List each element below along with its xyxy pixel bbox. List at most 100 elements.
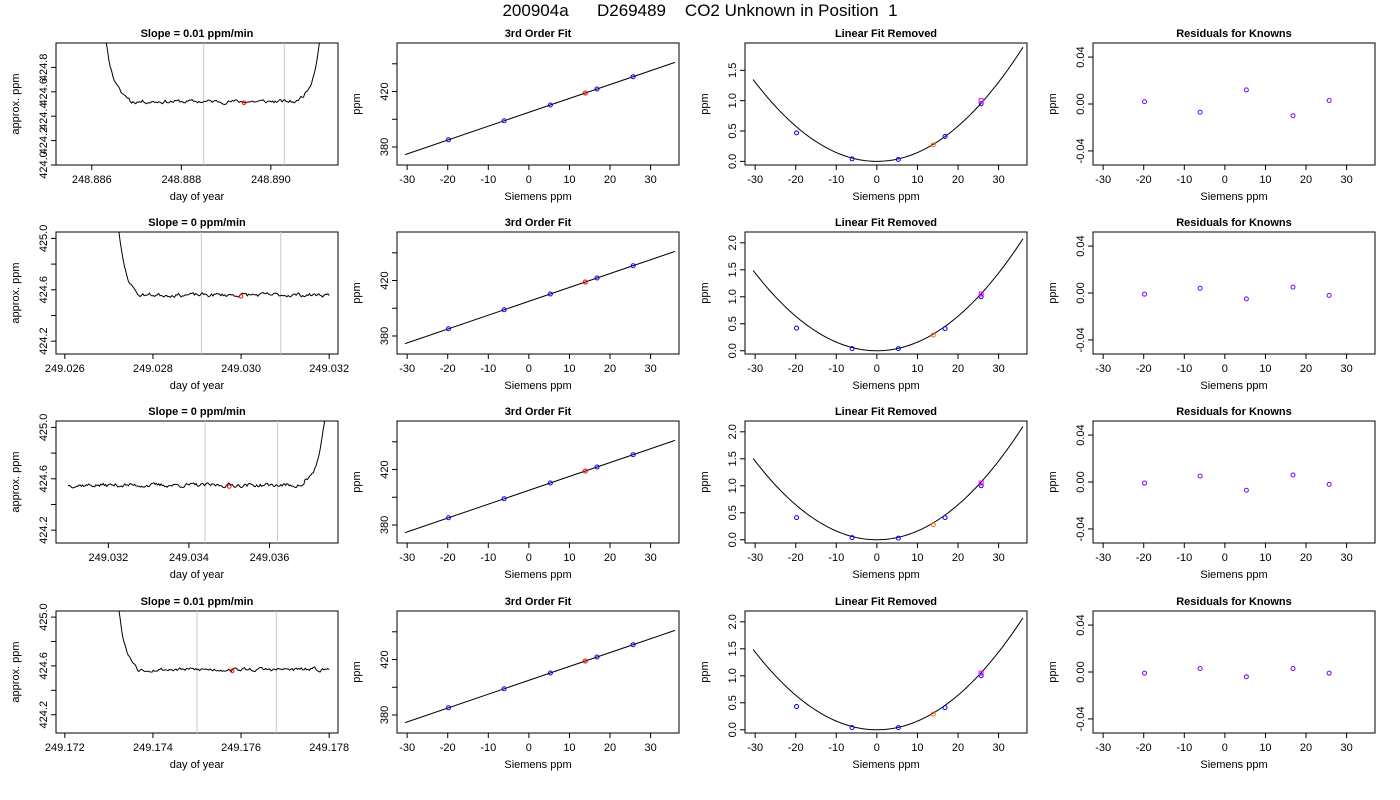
unknown-point bbox=[930, 522, 936, 528]
x-tick-label: 249.034 bbox=[169, 552, 209, 564]
known-standard-point bbox=[978, 101, 984, 107]
panel-title: Residuals for Knowns bbox=[1176, 596, 1292, 608]
panel-linear-row3: Linear Fit Removed -30 -20 -10 0 10 20 30 0.0 0.5… bbox=[699, 406, 1028, 581]
plot-area bbox=[404, 629, 676, 724]
x-tick-label: 30 bbox=[1340, 174, 1352, 186]
y-tick-label: 0.5 bbox=[727, 505, 739, 520]
unknown-point bbox=[582, 90, 588, 96]
y-tick-label: 425.0 bbox=[38, 225, 50, 253]
known-standard-point bbox=[446, 326, 452, 332]
y-tick-label: 1.0 bbox=[727, 289, 739, 304]
x-axis-label: Siemens ppm bbox=[852, 759, 919, 771]
known-standard-point bbox=[978, 483, 984, 489]
x-tick-label: 10 bbox=[911, 174, 923, 186]
residual-point bbox=[1197, 285, 1203, 291]
known-standard-point bbox=[594, 464, 600, 470]
known-standard-point bbox=[630, 452, 636, 458]
known-standard-point bbox=[794, 130, 800, 136]
y-tick-label: 420 bbox=[379, 650, 391, 668]
y-tick-label: 0.0 bbox=[727, 343, 739, 358]
residual-point bbox=[1290, 472, 1296, 478]
known-alt-marker bbox=[978, 670, 984, 676]
known-standard-point bbox=[547, 670, 553, 676]
analyzer-trace bbox=[67, 421, 326, 489]
x-axis-label: Siemens ppm bbox=[504, 191, 571, 203]
y-axis-label: ppm bbox=[1047, 661, 1059, 682]
x-tick-label: 10 bbox=[1259, 552, 1271, 564]
known-standard-point bbox=[594, 86, 600, 92]
x-tick-label: 10 bbox=[911, 552, 923, 564]
residual-point bbox=[1142, 670, 1148, 676]
plot-frame bbox=[744, 42, 1028, 166]
panel-time-row1: Slope = 0.01 ppm/min 248.886 248.888 248.89… bbox=[10, 28, 339, 203]
residual-point bbox=[1197, 473, 1203, 479]
y-tick-label: 424.2 bbox=[38, 701, 50, 729]
panel-fit-row4: 3rd Order Fit -30 -20 -10 0 10 20 30 380 420 Sieme… bbox=[351, 596, 680, 771]
plot-frame bbox=[55, 231, 339, 355]
y-tick-label: 380 bbox=[379, 138, 391, 156]
panel-linear-row4: Linear Fit Removed -30 -20 -10 0 10 20 30 0.0 0.5… bbox=[699, 596, 1028, 771]
x-tick-label: 248.888 bbox=[161, 174, 201, 186]
panel-title: Linear Fit Removed bbox=[835, 28, 937, 40]
x-tick-label: -20 bbox=[788, 174, 804, 186]
known-standard-point bbox=[978, 673, 984, 679]
plot-area bbox=[404, 61, 676, 156]
x-tick-label: 10 bbox=[1259, 742, 1271, 754]
plot-frame bbox=[744, 610, 1028, 734]
x-tick-label: -20 bbox=[1136, 742, 1152, 754]
residual-point bbox=[1290, 665, 1296, 671]
known-standard-point bbox=[942, 705, 948, 711]
x-tick-label: 249.176 bbox=[221, 742, 261, 754]
x-axis-label: Siemens ppm bbox=[1200, 380, 1267, 392]
known-standard-point bbox=[794, 325, 800, 331]
y-tick-label: 0.04 bbox=[1075, 46, 1087, 67]
x-tick-label: 20 bbox=[952, 174, 964, 186]
y-axis-label: ppm bbox=[699, 282, 711, 303]
x-tick-label: 249.030 bbox=[221, 363, 261, 375]
y-tick-label: 0.5 bbox=[727, 123, 739, 138]
plot-area bbox=[67, 421, 326, 543]
y-axis-label: ppm bbox=[699, 661, 711, 682]
plot-area bbox=[1142, 472, 1332, 493]
x-tick-label: 30 bbox=[644, 174, 656, 186]
known-standard-point bbox=[630, 642, 636, 648]
plot-area bbox=[1142, 665, 1332, 680]
x-axis-label: Siemens ppm bbox=[852, 380, 919, 392]
analyzer-trace bbox=[105, 43, 320, 105]
x-tick-label: -10 bbox=[1176, 363, 1192, 375]
x-tick-label: 20 bbox=[1300, 552, 1312, 564]
y-tick-label: 420 bbox=[379, 82, 391, 100]
known-standard-point bbox=[895, 346, 901, 352]
plot-frame bbox=[55, 42, 339, 166]
y-axis-label: ppm bbox=[699, 93, 711, 114]
residual-point bbox=[1243, 296, 1249, 302]
plot-frame bbox=[55, 420, 339, 544]
plot-area bbox=[752, 617, 1024, 731]
y-tick-label: 1.5 bbox=[727, 262, 739, 277]
panel-fit-row3: 3rd Order Fit -30 -20 -10 0 10 20 30 380 420 Sieme… bbox=[351, 406, 680, 581]
x-tick-label: -10 bbox=[1176, 742, 1192, 754]
plot-area bbox=[105, 43, 320, 165]
plot-area bbox=[1142, 284, 1332, 302]
unknown-point bbox=[582, 279, 588, 285]
plot-frame bbox=[744, 420, 1028, 544]
y-tick-label: 424.6 bbox=[38, 465, 50, 493]
known-standard-point bbox=[895, 535, 901, 541]
x-tick-label: 20 bbox=[1300, 363, 1312, 375]
panel-title: Residuals for Knowns bbox=[1176, 406, 1292, 418]
known-standard-point bbox=[501, 496, 507, 502]
fit-curve bbox=[404, 250, 676, 345]
y-axis-label: approx. ppm bbox=[10, 451, 22, 512]
x-tick-label: 10 bbox=[911, 742, 923, 754]
y-tick-label: 424.6 bbox=[38, 652, 50, 680]
residual-point bbox=[1142, 480, 1148, 486]
panel-title: Slope = 0 ppm/min bbox=[148, 217, 246, 229]
y-tick-label: 424.8 bbox=[38, 54, 50, 82]
y-tick-label: 0.0 bbox=[727, 154, 739, 169]
x-tick-label: 30 bbox=[644, 742, 656, 754]
y-axis-label: ppm bbox=[699, 471, 711, 492]
x-tick-label: -30 bbox=[747, 552, 763, 564]
residual-point bbox=[1197, 109, 1203, 115]
plot-frame bbox=[1092, 42, 1376, 166]
x-tick-label: -30 bbox=[1095, 552, 1111, 564]
